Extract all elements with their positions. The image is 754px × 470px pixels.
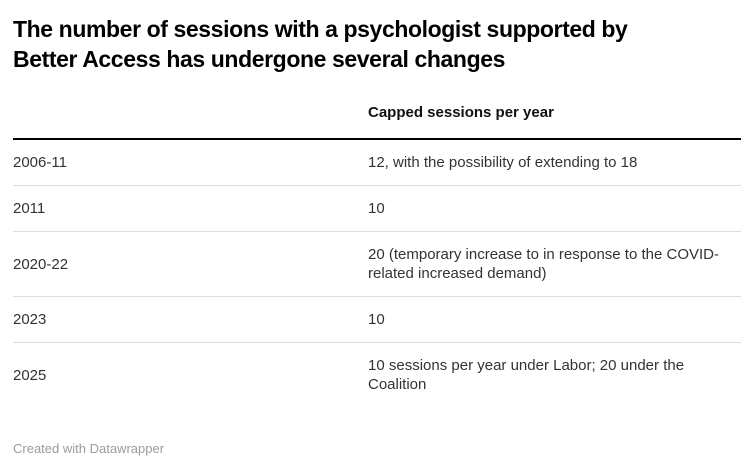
sessions-table: Capped sessions per year 2006-11 12, wit… bbox=[13, 88, 741, 407]
period-cell: 2020-22 bbox=[13, 231, 368, 297]
attribution-bar: Created with Datawrapper bbox=[13, 441, 164, 457]
table-row: 2025 10 sessions per year under Labor; 2… bbox=[13, 343, 741, 408]
period-cell: 2025 bbox=[13, 366, 47, 384]
value-cell: 12, with the possibility of extending to… bbox=[368, 139, 741, 186]
chart-title: The number of sessions with a psychologi… bbox=[13, 14, 741, 74]
table-row: 2006-11 12, with the possibility of exte… bbox=[13, 139, 741, 186]
value-cell: 10 sessions per year under Labor; 20 und… bbox=[368, 357, 685, 393]
table-row: 2011 10 bbox=[13, 185, 741, 232]
value-cell: 10 bbox=[368, 185, 741, 232]
period-cell: 2011 bbox=[13, 185, 368, 232]
chart-title-line-2: Better Access has undergone several chan… bbox=[13, 46, 506, 72]
table-row: 2020-22 20 (temporary increase to in res… bbox=[13, 231, 741, 297]
value-cell: 20 (temporary increase to in response to… bbox=[368, 231, 741, 297]
table-row: 2023 10 bbox=[13, 296, 741, 343]
chart-title-line-1: The number of sessions with a psychologi… bbox=[13, 16, 628, 42]
datawrapper-attribution-link[interactable]: Created with Datawrapper bbox=[13, 441, 165, 456]
period-cell: 2023 bbox=[13, 296, 368, 343]
table-header-row: Capped sessions per year bbox=[13, 88, 741, 140]
datawrapper-table-card: The number of sessions with a psychologi… bbox=[0, 14, 754, 470]
capped-sessions-column-header: Capped sessions per year bbox=[368, 88, 741, 140]
value-cell: 10 bbox=[368, 296, 741, 343]
period-cell: 2006-11 bbox=[13, 139, 368, 186]
period-column-header bbox=[13, 88, 368, 140]
